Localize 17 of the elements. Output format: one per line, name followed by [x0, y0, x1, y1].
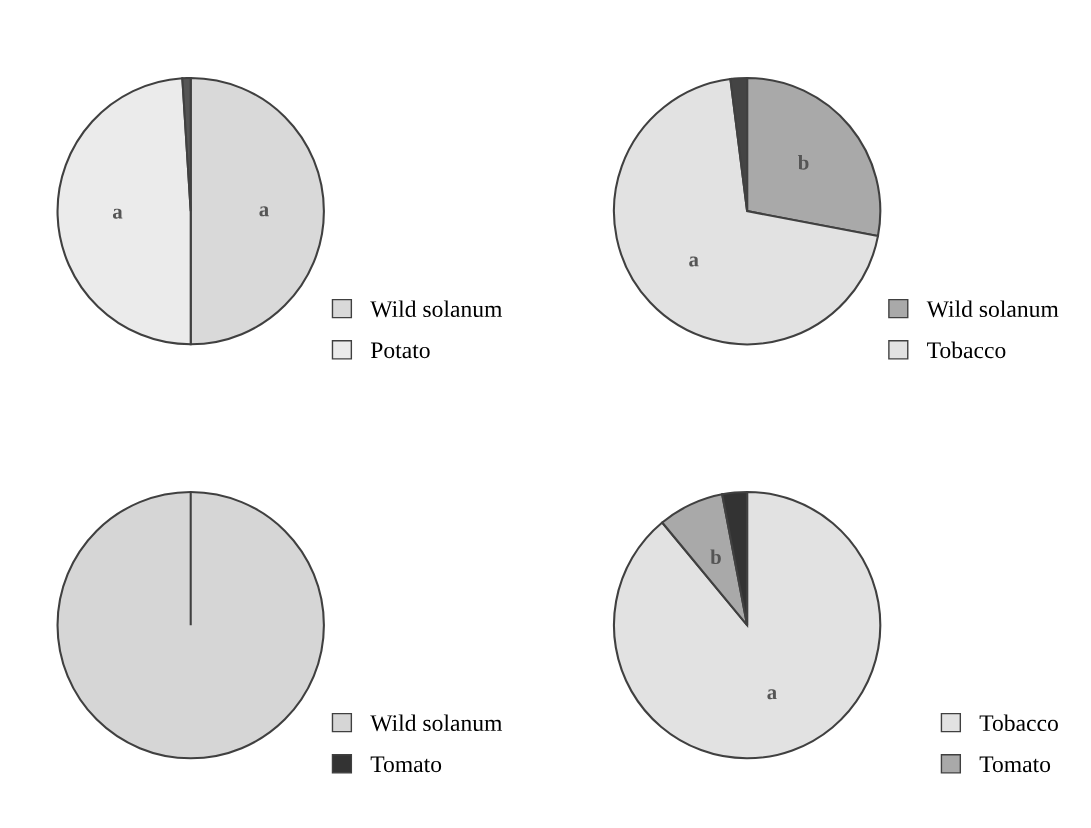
legend-label: Wild solanum: [370, 714, 503, 732]
legend-label: Tobacco: [927, 341, 1006, 359]
legend-label: Tobacco: [979, 714, 1058, 732]
legend-label: Tomato: [979, 756, 1051, 773]
data-label: b: [798, 155, 809, 170]
legend-label: Potato: [370, 342, 430, 359]
legend-label: Wild solanum: [370, 300, 503, 318]
legend-label: Wild solanum: [926, 300, 1059, 318]
data-label: a: [259, 206, 269, 217]
pie-slice: [612, 490, 882, 760]
legend-label: Tomato: [370, 756, 442, 773]
pie-slice: [661, 493, 749, 627]
pie-slice: [612, 77, 879, 346]
data-label: a: [767, 689, 777, 700]
data-label: a: [689, 256, 699, 267]
data-label: a: [112, 208, 123, 219]
data-label: b: [710, 549, 721, 565]
